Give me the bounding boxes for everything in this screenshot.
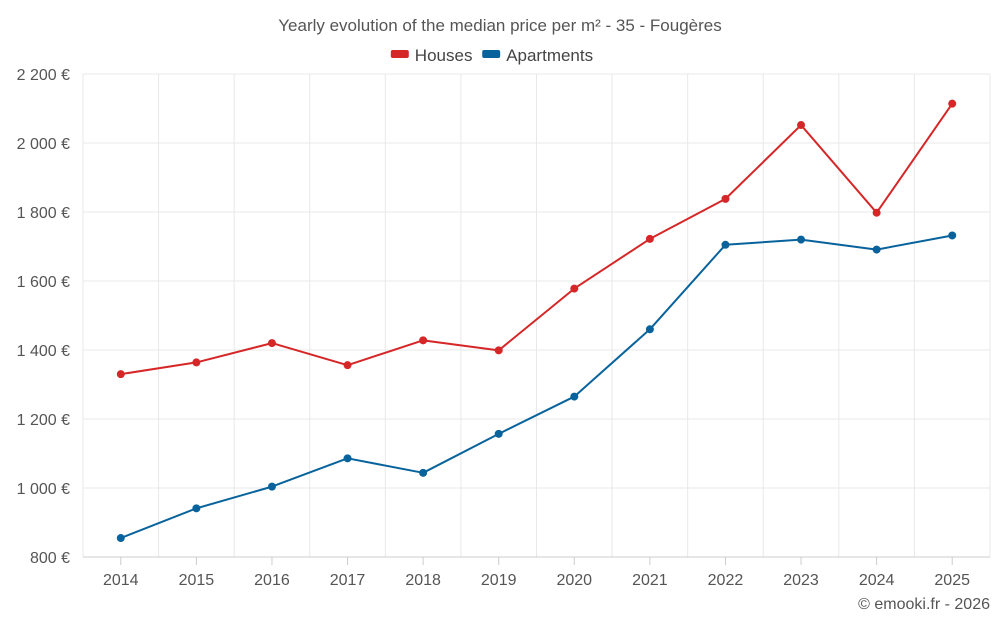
y-tick-label: 2 200 €: [17, 67, 70, 84]
apartments-point[interactable]: [267, 482, 276, 491]
x-tick-label: 2025: [934, 572, 970, 589]
x-tick-label: 2016: [254, 572, 290, 589]
houses-point[interactable]: [494, 346, 503, 355]
credit-text: © emooki.fr - 2026: [858, 596, 990, 613]
x-tick-label: 2021: [632, 572, 668, 589]
apartments-point[interactable]: [494, 429, 503, 438]
apartments-point[interactable]: [721, 240, 730, 249]
houses-point[interactable]: [419, 336, 428, 345]
x-tick-label: 2018: [405, 572, 441, 589]
y-tick-label: 2 000 €: [17, 136, 70, 153]
apartments-point[interactable]: [343, 454, 352, 463]
y-tick-label: 800 €: [30, 550, 70, 567]
apartments-point[interactable]: [570, 392, 579, 401]
legend-swatch: [482, 50, 501, 58]
y-tick-label: 1 000 €: [17, 481, 70, 498]
apartments-point[interactable]: [192, 504, 201, 513]
y-tick-label: 1 200 €: [17, 412, 70, 429]
series-layer: [116, 99, 957, 543]
apartments-point[interactable]: [797, 235, 806, 244]
houses-point[interactable]: [116, 370, 125, 379]
apartments-point[interactable]: [948, 231, 957, 240]
apartments-point[interactable]: [419, 468, 428, 477]
houses-point[interactable]: [948, 99, 957, 108]
houses-line: [120, 103, 954, 376]
grid: [82, 73, 991, 557]
legend-item-apartments[interactable]: Apartments: [482, 46, 593, 65]
legend-item-houses[interactable]: Houses: [390, 46, 473, 65]
legend: Houses Apartments: [390, 46, 593, 65]
chart-title: Yearly evolution of the median price per…: [278, 16, 722, 35]
houses-point[interactable]: [343, 361, 352, 370]
apartments-point[interactable]: [872, 245, 881, 254]
y-tick-label: 1 600 €: [17, 274, 70, 291]
legend-swatch: [390, 50, 409, 58]
x-tick-label: 2022: [708, 572, 744, 589]
x-tick-label: 2024: [859, 572, 895, 589]
houses-point[interactable]: [192, 358, 201, 367]
x-tick-label: 2020: [556, 572, 592, 589]
y-tick-label: 1 800 €: [17, 205, 70, 222]
houses-point[interactable]: [645, 234, 654, 243]
houses-point[interactable]: [872, 208, 881, 217]
houses-point[interactable]: [570, 284, 579, 293]
legend-label: Apartments: [506, 46, 593, 65]
apartments-point[interactable]: [116, 534, 125, 543]
x-tick-label: 2015: [179, 572, 215, 589]
legend-label: Houses: [415, 46, 473, 65]
x-tick-label: 2014: [103, 572, 139, 589]
houses-point[interactable]: [267, 339, 276, 348]
houses-point[interactable]: [721, 194, 730, 203]
apartments-point[interactable]: [645, 325, 654, 334]
apartments-line: [120, 234, 953, 539]
x-tick-label: 2017: [330, 572, 366, 589]
x-tick-label: 2023: [783, 572, 819, 589]
axes: 800 € 1 000 € 1 200 € 1 400 € 1 600 € 1 800 €…: [17, 67, 990, 589]
x-tick-label: 2019: [481, 572, 517, 589]
y-tick-label: 1 400 €: [17, 343, 70, 360]
houses-point[interactable]: [797, 121, 806, 130]
